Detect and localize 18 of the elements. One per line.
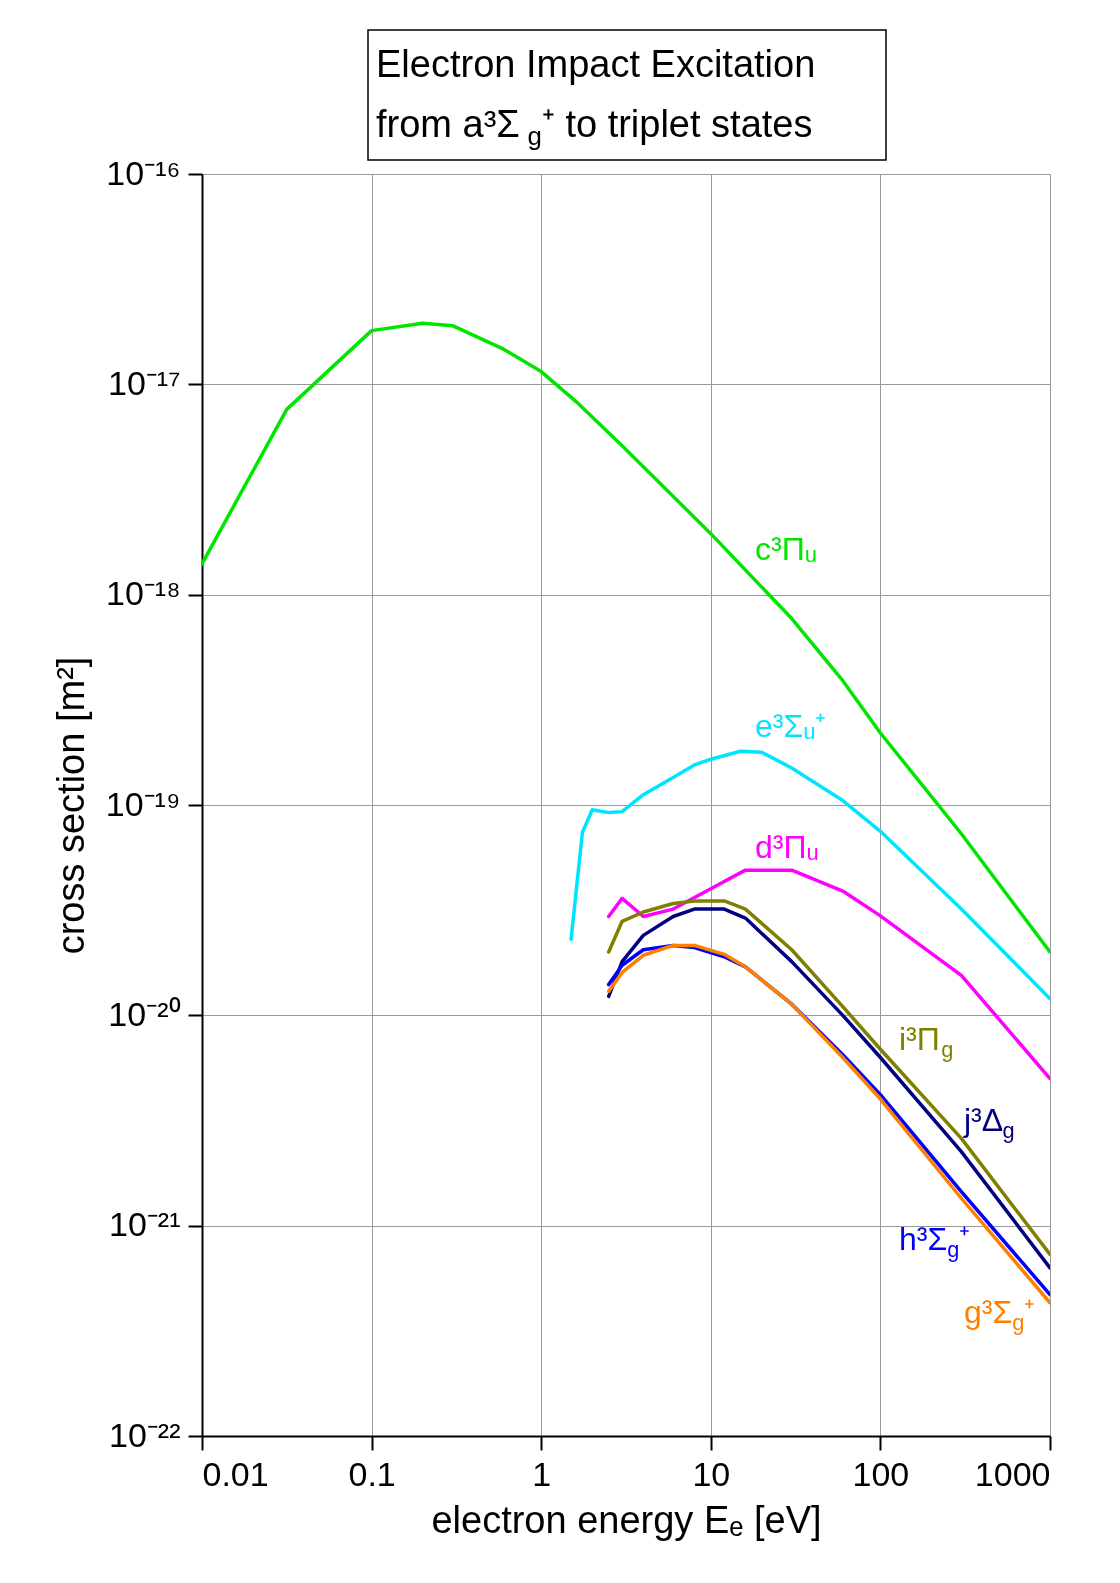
x-tick-label: 0.01 bbox=[202, 1454, 269, 1493]
series-label: d³Πᵤ bbox=[755, 829, 819, 865]
y-tick-label: 10⁻²⁰ bbox=[108, 994, 181, 1033]
x-tick-label: 0.1 bbox=[348, 1454, 396, 1493]
y-tick-label: 10⁻²¹ bbox=[109, 1205, 181, 1244]
y-tick-label: 10⁻¹⁹ bbox=[105, 784, 181, 823]
x-axis-title: electron energy Eₑ [eV] bbox=[431, 1498, 822, 1541]
x-tick-label: 1000 bbox=[974, 1454, 1051, 1493]
series-label: c³Πᵤ bbox=[755, 531, 817, 567]
y-tick-label: 10⁻¹⁸ bbox=[106, 574, 181, 613]
y-tick-label: 10⁻¹⁶ bbox=[106, 153, 181, 192]
series-label: e³Σᵤ⁺ bbox=[755, 708, 827, 744]
x-tick-label: 10 bbox=[692, 1454, 731, 1493]
x-tick-label: 1 bbox=[532, 1454, 552, 1493]
y-tick-label: 10⁻¹⁷ bbox=[108, 363, 181, 402]
x-tick-label: 100 bbox=[852, 1454, 910, 1493]
y-tick-label: 10⁻²² bbox=[109, 1415, 181, 1454]
y-axis-title: cross section [m²] bbox=[49, 656, 92, 955]
